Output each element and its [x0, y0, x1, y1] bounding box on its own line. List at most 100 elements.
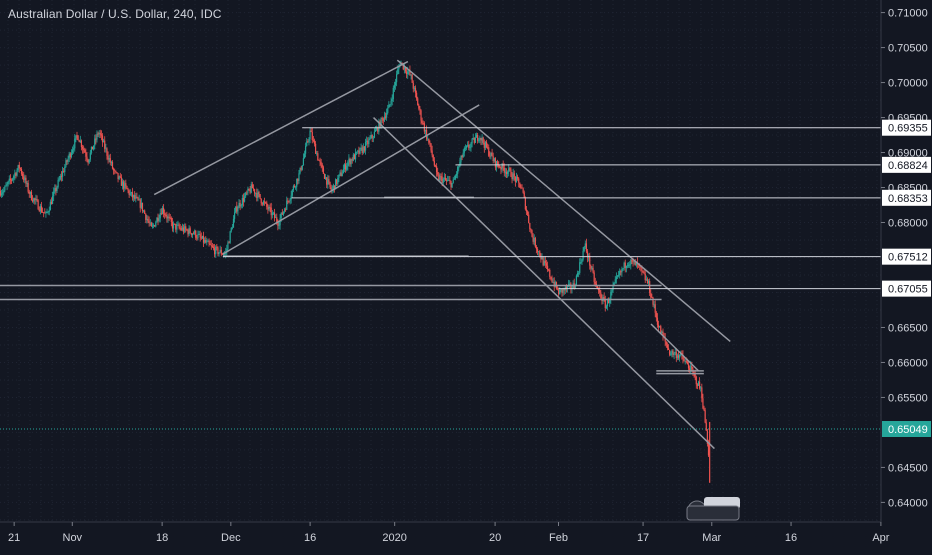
candle-body	[416, 92, 418, 99]
candle-body	[18, 165, 20, 169]
candle-body	[538, 251, 540, 253]
candle-body	[26, 182, 28, 184]
candle-body	[690, 365, 692, 372]
candle-body	[41, 211, 44, 213]
candle-body	[484, 141, 487, 148]
price-axis[interactable]: 0.64000 0.64500 0.65500 0.66000 0.66500 0.680…	[881, 8, 931, 510]
candle-body	[563, 288, 565, 291]
candle-body	[652, 297, 654, 305]
x-tick-label: 21	[8, 532, 20, 544]
candle-body	[229, 231, 231, 243]
chart-title: Australian Dollar / U.S. Dollar, 240, ID…	[8, 7, 222, 21]
candle-body	[266, 202, 268, 207]
candle-body	[706, 430, 708, 445]
candle-body	[166, 216, 168, 219]
candle-body	[544, 260, 546, 264]
candle-body	[525, 209, 528, 212]
candle-body	[65, 160, 67, 167]
candle-body	[146, 219, 148, 220]
candle-body	[584, 243, 586, 247]
price-level-label: 0.68353	[888, 193, 928, 205]
candle-body	[104, 140, 106, 149]
candle-body	[124, 183, 126, 189]
candle-body	[471, 139, 473, 144]
candle-body	[535, 246, 538, 250]
candle-body	[114, 170, 116, 172]
candle-body	[246, 192, 248, 194]
candle-body	[107, 155, 109, 160]
candle-body	[131, 192, 134, 198]
candle-body	[585, 243, 588, 252]
candle-body	[696, 384, 698, 386]
candle-body	[318, 159, 320, 161]
candle-body	[454, 175, 457, 179]
candle-body	[75, 135, 77, 139]
candle-body	[68, 153, 70, 159]
down-channel-lower-line[interactable]	[373, 117, 715, 450]
candle-body	[539, 251, 541, 257]
candle-body	[675, 352, 677, 359]
candle-body	[495, 161, 498, 168]
candle-body	[381, 117, 383, 119]
candle-body	[343, 164, 346, 170]
candle-body	[425, 129, 428, 139]
candle-body	[57, 180, 59, 187]
candle-body	[205, 240, 207, 243]
candle-body	[29, 191, 31, 194]
candle-body	[169, 217, 171, 219]
y-tick-label: 0.71000	[888, 8, 928, 20]
candle-body	[541, 257, 543, 260]
time-axis[interactable]: 21 Nov 18 Dec 16 2020 20 Feb 17 Mar 16 Apr	[8, 522, 890, 544]
candle-body	[630, 259, 632, 265]
candle-body	[558, 289, 560, 295]
candle-body	[328, 179, 330, 182]
candle-body	[292, 186, 295, 190]
candle-body	[313, 140, 316, 144]
candle-body	[138, 199, 140, 201]
candle-body	[494, 158, 497, 168]
down-channel-upper-line[interactable]	[396, 59, 731, 343]
candle-body	[190, 233, 192, 236]
candle-body	[172, 223, 175, 229]
candle-body	[536, 249, 539, 252]
candle-body	[164, 213, 166, 215]
channel-upper-line[interactable]	[153, 60, 409, 196]
candle-body	[308, 139, 310, 142]
candle-body	[136, 196, 138, 198]
candle-body	[49, 201, 51, 211]
candle-body	[15, 173, 17, 176]
candle-body	[408, 70, 410, 72]
x-tick-label: 20	[489, 532, 501, 544]
candle-body	[159, 213, 161, 219]
candle-body	[450, 181, 452, 188]
candle-body	[120, 177, 122, 186]
candle-body	[188, 228, 190, 235]
candle-body	[98, 132, 100, 135]
candle-body	[372, 137, 374, 139]
candle-body	[37, 200, 39, 210]
candle-body	[201, 235, 204, 239]
candle-body	[478, 139, 480, 141]
candle-body	[152, 225, 155, 226]
candle-body	[242, 197, 245, 202]
candle-body	[687, 364, 690, 369]
candle-body	[438, 174, 440, 180]
candle-body	[370, 135, 372, 139]
candle-body	[611, 290, 613, 292]
candle-body	[623, 262, 625, 269]
candle-body	[632, 261, 634, 263]
candle-body	[369, 138, 371, 140]
price-level-label: 0.68824	[888, 160, 928, 172]
indicator-badge[interactable]	[686, 497, 740, 521]
candle-body	[323, 173, 326, 179]
candle-body	[300, 167, 302, 170]
candle-body	[346, 165, 348, 170]
price-level-label-bg	[882, 119, 931, 136]
candle-body	[199, 234, 201, 238]
small-trend-line[interactable]	[650, 323, 700, 372]
candle-body	[474, 137, 477, 143]
candle-body	[176, 224, 178, 230]
candle-body	[2, 192, 4, 194]
channel-lower-line[interactable]	[222, 104, 480, 255]
candle-body	[4, 186, 6, 191]
